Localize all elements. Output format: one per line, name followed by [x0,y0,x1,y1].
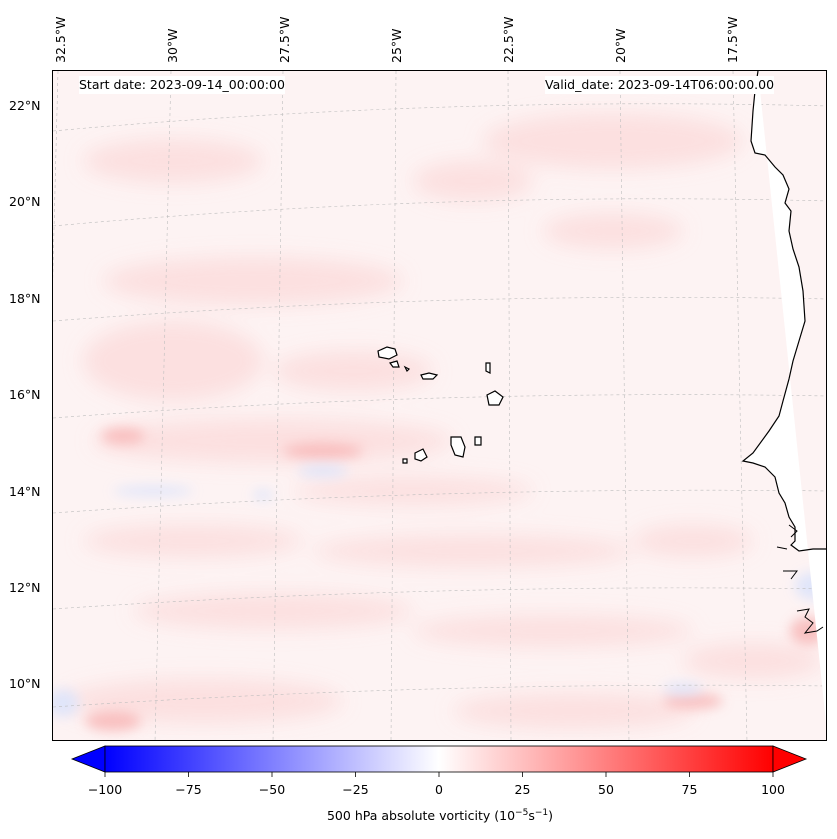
lat-label-12n: 12°N [9,580,41,595]
cbar-tick-label: 50 [598,782,614,797]
vorticity-map [53,71,826,740]
lon-label-27-5w: 27.5°W [277,16,292,63]
cbar-tick-label: 75 [681,782,698,797]
colorbar [70,745,808,777]
west-africa-inlets [776,524,824,634]
graticule [53,71,826,740]
cbar-tick-label: −100 [87,782,123,797]
lat-label-10n: 10°N [9,676,41,691]
lon-label-17-5w: 17.5°W [725,16,740,63]
positive-vorticity-patches [63,113,823,729]
cbar-tick-label: −50 [258,782,286,797]
cbar-tick-label: 25 [514,782,531,797]
cbar-tick-label: −75 [175,782,202,797]
cape-verde-islands [377,346,504,464]
start-date-label: Start date: 2023-09-14_00:00:00 [79,76,285,94]
lon-label-25w: 25°W [389,28,404,63]
map-frame [52,70,827,741]
lat-label-16n: 16°N [9,387,41,402]
lat-label-20n: 20°N [9,194,41,209]
lat-label-18n: 18°N [9,291,41,306]
negative-vorticity-patches [53,465,826,717]
valid-date-label: Valid_date: 2023-09-14T06:00:00.00 [545,76,775,94]
colorbar-low-extend [70,745,106,773]
lon-label-30w: 30°W [165,28,180,63]
africa-coastline [741,71,826,723]
colorbar-body [104,745,774,773]
colorbar-high-extend [772,745,808,773]
lon-label-32-5w: 32.5°W [53,16,68,63]
colorbar-ticks [104,772,774,777]
lon-label-20w: 20°W [613,28,628,63]
cbar-tick-label: 100 [761,782,785,797]
cbar-tick-label: −25 [342,782,369,797]
lon-label-22-5w: 22.5°W [501,16,516,63]
lat-label-22n: 22°N [9,98,41,113]
lat-label-14n: 14°N [9,484,41,499]
colorbar-title: 500 hPa absolute vorticity (10−5s−1) [326,808,553,824]
cbar-tick-label: 0 [435,782,443,797]
